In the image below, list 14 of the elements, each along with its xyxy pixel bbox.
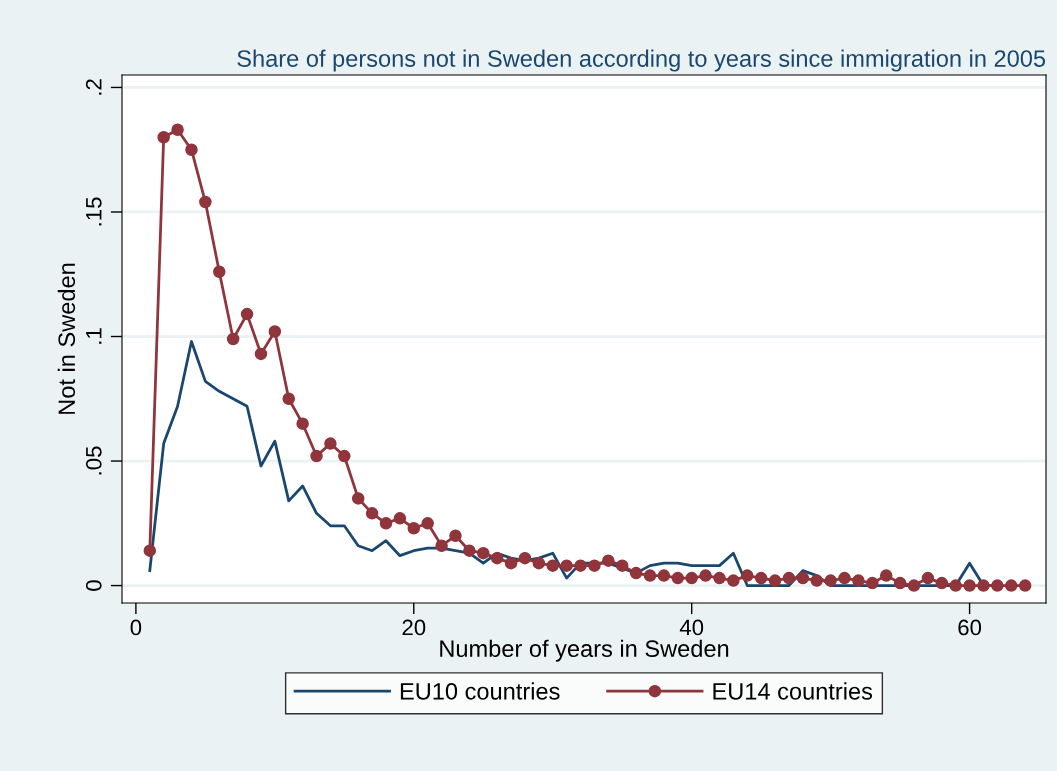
chart-title: Share of persons not in Sweden according to years since immigration in 2005 [237,49,1046,72]
y-tick-label: .1 [86,328,102,344]
x-axis-title: Number of years in Sweden [440,639,729,662]
y-axis-title: Not in Sweden [57,263,76,414]
legend-label: EU10 countries [400,682,560,700]
y-tick-label: .15 [86,197,102,226]
x-tick-label: 0 [130,619,142,636]
legend-label: EU14 countries [713,682,873,700]
x-tick-label: 60 [958,619,982,636]
x-tick-label: 40 [679,619,704,636]
y-tick-label: .2 [85,79,102,95]
y-tick-label: .05 [85,446,102,475]
x-tick-label: 20 [402,619,426,636]
y-tick-label: 0 [85,580,102,591]
